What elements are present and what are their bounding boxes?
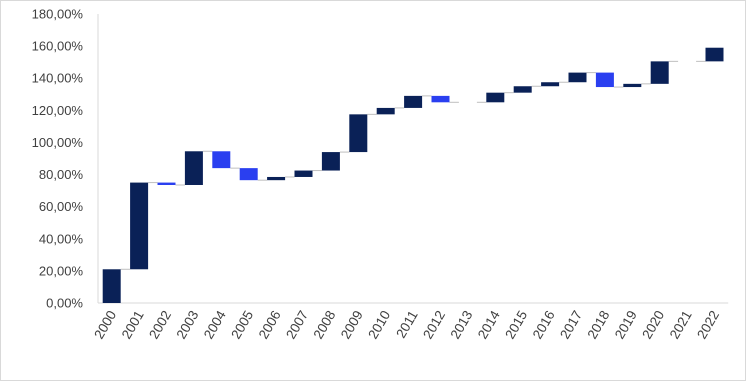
bar-2008	[321, 152, 340, 171]
bar-2017	[568, 72, 587, 83]
bar-2001	[130, 182, 149, 270]
x-tick-label: 2010	[365, 308, 393, 342]
bar-2004	[212, 151, 231, 169]
x-tick-label: 2005	[228, 308, 256, 342]
bar-2014	[486, 92, 505, 103]
x-tick-label: 2012	[420, 308, 448, 342]
bar-2019	[623, 83, 642, 88]
bar-2006	[267, 176, 286, 181]
x-tick-label: 2013	[447, 308, 475, 342]
x-tick-label: 2019	[612, 308, 640, 342]
x-tick-label: 2008	[310, 308, 338, 342]
x-tick-label: 2015	[502, 308, 530, 342]
bar-2000	[102, 269, 121, 303]
y-tick-label: 0,00%	[46, 296, 83, 311]
bar-2015	[513, 86, 532, 93]
y-tick-label: 80,00%	[39, 167, 84, 182]
y-tick-label: 140,00%	[32, 71, 84, 86]
x-tick-label: 2004	[201, 308, 229, 342]
x-tick-label: 2022	[694, 308, 722, 342]
bar-2022	[705, 47, 724, 62]
y-tick-label: 40,00%	[39, 231, 84, 246]
x-tick-label: 2000	[91, 308, 119, 342]
bar-2005	[239, 168, 258, 181]
x-tick-label: 2002	[146, 308, 174, 342]
bar-2011	[404, 95, 423, 108]
y-tick-label: 160,00%	[32, 39, 84, 54]
x-tick-label: 2007	[283, 308, 311, 342]
bar-2003	[184, 151, 203, 185]
x-tick-label: 2003	[173, 308, 201, 342]
x-tick-label: 2009	[338, 308, 366, 342]
x-tick-label: 2011	[393, 308, 421, 341]
x-tick-label: 2001	[119, 308, 147, 342]
bar-2012	[431, 95, 450, 103]
bar-2020	[650, 61, 669, 84]
bar-2018	[595, 72, 614, 88]
y-tick-label: 20,00%	[39, 263, 84, 278]
x-axis: 2000 2001 2002 2003 2004 2005 2006 2007 2008 2009…	[91, 302, 729, 342]
x-tick-label: 2021	[667, 308, 695, 342]
x-tick-label: 2014	[475, 308, 503, 342]
bars	[102, 47, 724, 303]
y-tick-label: 100,00%	[32, 135, 84, 150]
x-tick-label: 2018	[584, 308, 612, 342]
y-axis: 0,00% 20,00% 40,00% 60,00% 80,00% 100,00% 120,…	[32, 7, 99, 311]
y-tick-label: 180,00%	[32, 7, 84, 22]
x-tick-label: 2006	[256, 308, 284, 342]
x-tick-label: 2020	[639, 308, 667, 342]
connector-lines	[120, 60, 706, 270]
y-tick-label: 120,00%	[32, 103, 84, 118]
x-tick-label: 2017	[557, 308, 585, 342]
bar-2010	[376, 107, 395, 115]
y-tick-label: 60,00%	[39, 199, 84, 214]
bar-2002	[157, 182, 176, 185]
x-tick-label: 2016	[530, 308, 558, 342]
bar-2016	[541, 82, 560, 87]
bar-2007	[294, 170, 313, 177]
bar-2009	[349, 114, 368, 153]
